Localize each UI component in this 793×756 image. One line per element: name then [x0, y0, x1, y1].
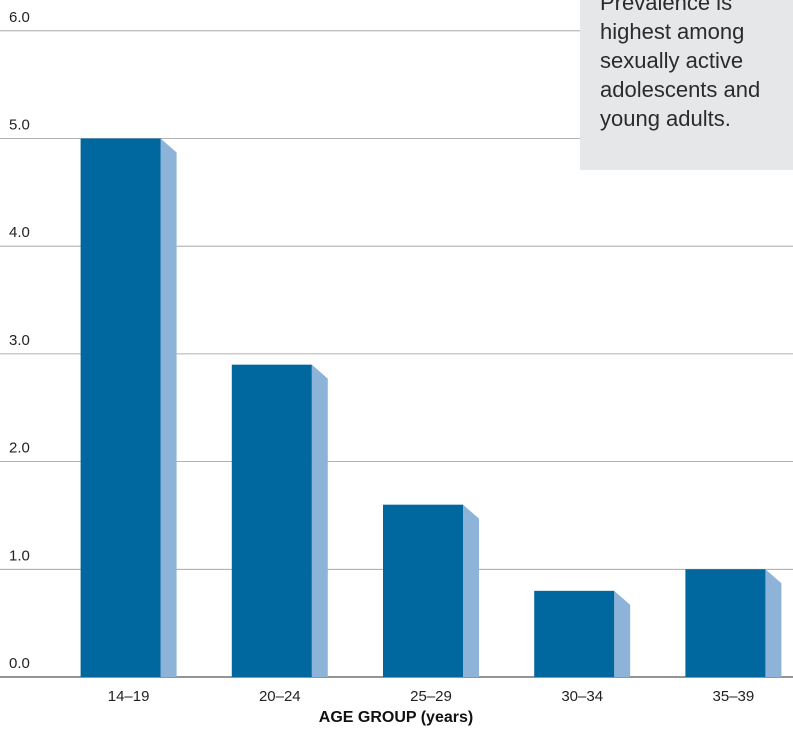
x-axis-title: AGE GROUP (years) — [319, 709, 473, 726]
bar — [231, 364, 312, 677]
bar — [685, 569, 766, 677]
x-tick-label: 14–19 — [108, 688, 150, 705]
y-tick-label: 6.0 — [9, 9, 30, 26]
y-tick-label: 2.0 — [9, 440, 30, 457]
x-tick-label: 30–34 — [561, 688, 603, 705]
bar — [383, 504, 463, 677]
y-tick-label: 4.0 — [9, 224, 30, 241]
bars — [80, 138, 782, 677]
bar — [80, 138, 161, 677]
bar-side — [160, 138, 177, 677]
y-tick-labels: 0.0 1.0 2.0 3.0 4.0 5.0 6.0 — [9, 9, 30, 672]
y-tick-label: 3.0 — [9, 332, 30, 349]
annotation-line: sexually active — [600, 48, 744, 73]
y-tick-label: 1.0 — [9, 547, 30, 564]
x-tick-label: 25–29 — [410, 688, 452, 705]
annotation-line: Prevalence is — [600, 0, 733, 15]
y-tick-label: 5.0 — [9, 117, 30, 134]
x-tick-label: 35–39 — [713, 688, 755, 705]
bar-side — [765, 569, 782, 677]
bar-side — [614, 590, 631, 677]
annotation-callout: Prevalence is highest among sexually act… — [580, 0, 793, 170]
x-tick-label: 20–24 — [259, 688, 301, 705]
y-tick-label: 0.0 — [9, 655, 30, 672]
x-tick-labels: 14–19 20–24 25–29 30–34 35–39 — [108, 688, 755, 705]
annotation-line: highest among — [600, 19, 745, 44]
annotation-line: young adults. — [600, 106, 731, 131]
bar-side — [311, 364, 328, 677]
annotation-line: adolescents and — [600, 77, 761, 102]
bar-side — [463, 504, 479, 677]
bar — [534, 590, 615, 677]
